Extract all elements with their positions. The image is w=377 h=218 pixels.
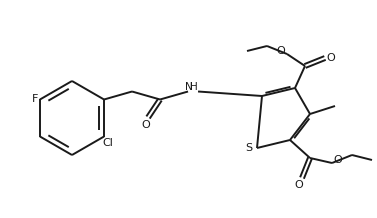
Text: O: O [326,53,336,63]
Text: O: O [334,155,342,165]
Text: S: S [245,143,253,153]
Text: O: O [277,46,285,56]
Text: O: O [294,180,303,190]
Text: H: H [190,82,198,92]
Text: Cl: Cl [103,138,113,148]
Text: O: O [142,119,150,129]
Text: N: N [185,82,193,92]
Text: F: F [32,94,38,104]
